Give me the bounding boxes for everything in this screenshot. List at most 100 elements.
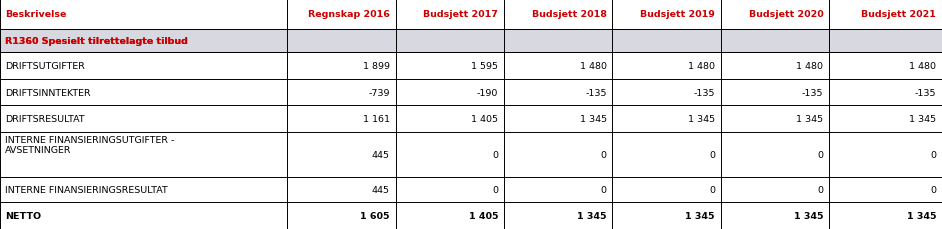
Text: 1 345: 1 345: [686, 211, 715, 220]
Text: 1 345: 1 345: [907, 211, 936, 220]
Text: 1 480: 1 480: [579, 62, 607, 71]
Text: R1360 Spesielt tilrettelagte tilbud: R1360 Spesielt tilrettelagte tilbud: [5, 37, 187, 46]
Text: -135: -135: [915, 88, 936, 97]
Text: 0: 0: [493, 185, 498, 194]
Text: 1 345: 1 345: [796, 115, 823, 124]
Bar: [287, 53, 396, 79]
Bar: [504, 132, 612, 177]
Text: 0: 0: [818, 150, 823, 159]
Text: 0: 0: [493, 150, 498, 159]
Text: 0: 0: [931, 185, 936, 194]
Bar: [829, 79, 942, 106]
Text: 1 345: 1 345: [909, 115, 936, 124]
Text: 0: 0: [601, 185, 607, 194]
Bar: [504, 79, 612, 106]
Bar: [0, 132, 287, 177]
Bar: [396, 53, 504, 79]
Bar: [504, 202, 612, 229]
Text: Regnskap 2016: Regnskap 2016: [308, 10, 390, 19]
Text: 1 161: 1 161: [363, 115, 390, 124]
Bar: [612, 106, 721, 132]
Bar: [0, 0, 287, 30]
Bar: [829, 202, 942, 229]
Text: 0: 0: [818, 185, 823, 194]
Text: -135: -135: [802, 88, 823, 97]
Bar: [612, 132, 721, 177]
Bar: [612, 0, 721, 30]
Bar: [612, 177, 721, 202]
Text: 0: 0: [601, 150, 607, 159]
Bar: [287, 106, 396, 132]
Bar: [612, 53, 721, 79]
Text: INTERNE FINANSIERINGSUTGIFTER -
AVSETNINGER: INTERNE FINANSIERINGSUTGIFTER - AVSETNIN…: [5, 135, 174, 155]
Text: Beskrivelse: Beskrivelse: [5, 10, 66, 19]
Text: 1 405: 1 405: [471, 115, 498, 124]
Text: 0: 0: [709, 185, 715, 194]
Bar: [504, 106, 612, 132]
Text: 445: 445: [372, 185, 390, 194]
Text: DRIFTSRESULTAT: DRIFTSRESULTAT: [5, 115, 85, 124]
Bar: [612, 79, 721, 106]
Text: Budsjett 2018: Budsjett 2018: [531, 10, 607, 19]
Bar: [396, 177, 504, 202]
Bar: [0, 106, 287, 132]
Bar: [721, 177, 829, 202]
Bar: [0, 30, 942, 53]
Bar: [612, 202, 721, 229]
Bar: [721, 202, 829, 229]
Bar: [287, 0, 396, 30]
Bar: [829, 177, 942, 202]
Text: Budsjett 2017: Budsjett 2017: [424, 10, 498, 19]
Text: NETTO: NETTO: [5, 211, 41, 220]
Text: -135: -135: [693, 88, 715, 97]
Text: 1 480: 1 480: [796, 62, 823, 71]
Bar: [721, 79, 829, 106]
Text: INTERNE FINANSIERINGSRESULTAT: INTERNE FINANSIERINGSRESULTAT: [5, 185, 168, 194]
Text: 1 605: 1 605: [361, 211, 390, 220]
Bar: [396, 202, 504, 229]
Bar: [396, 0, 504, 30]
Text: R1360 Spesielt tilrettelagte tilbud: R1360 Spesielt tilrettelagte tilbud: [5, 37, 187, 46]
Text: Budsjett 2021: Budsjett 2021: [862, 10, 936, 19]
Text: -135: -135: [585, 88, 607, 97]
Bar: [504, 0, 612, 30]
Text: 1 345: 1 345: [579, 115, 607, 124]
Bar: [396, 79, 504, 106]
Text: Budsjett 2020: Budsjett 2020: [749, 10, 823, 19]
Bar: [829, 132, 942, 177]
Bar: [0, 79, 287, 106]
Text: 1 345: 1 345: [794, 211, 823, 220]
Text: 1 480: 1 480: [688, 62, 715, 71]
Text: 1 405: 1 405: [469, 211, 498, 220]
Text: DRIFTSUTGIFTER: DRIFTSUTGIFTER: [5, 62, 85, 71]
Text: 0: 0: [709, 150, 715, 159]
Bar: [721, 0, 829, 30]
Bar: [287, 202, 396, 229]
Bar: [396, 132, 504, 177]
Bar: [287, 79, 396, 106]
Bar: [0, 30, 942, 53]
Bar: [287, 132, 396, 177]
Text: 0: 0: [931, 150, 936, 159]
Bar: [0, 202, 287, 229]
Bar: [396, 106, 504, 132]
Bar: [0, 177, 287, 202]
Bar: [721, 132, 829, 177]
Text: 1 480: 1 480: [909, 62, 936, 71]
Text: 1 345: 1 345: [577, 211, 607, 220]
Text: 1 899: 1 899: [363, 62, 390, 71]
Bar: [829, 0, 942, 30]
Bar: [504, 53, 612, 79]
Text: -739: -739: [368, 88, 390, 97]
Text: DRIFTSINNTEKTER: DRIFTSINNTEKTER: [5, 88, 90, 97]
Text: Budsjett 2019: Budsjett 2019: [641, 10, 715, 19]
Bar: [504, 177, 612, 202]
Text: 445: 445: [372, 150, 390, 159]
Bar: [829, 53, 942, 79]
Bar: [287, 177, 396, 202]
Bar: [829, 106, 942, 132]
Text: 1 595: 1 595: [471, 62, 498, 71]
Bar: [721, 53, 829, 79]
Bar: [721, 106, 829, 132]
Bar: [0, 53, 287, 79]
